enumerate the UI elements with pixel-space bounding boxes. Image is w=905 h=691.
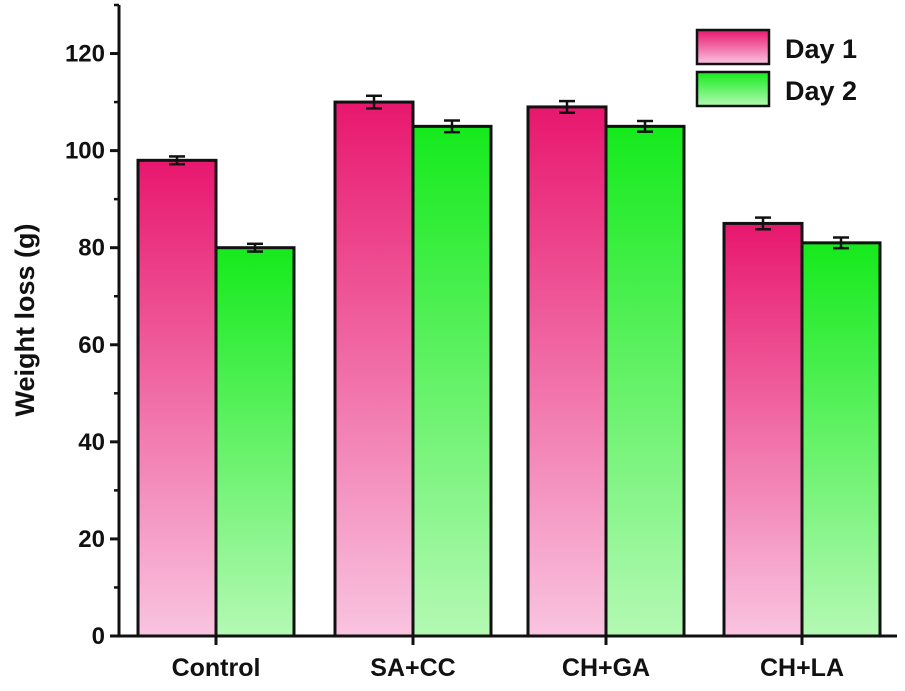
legend-item-day-1: Day 1 bbox=[695, 28, 857, 66]
legend: Day 1 Day 2 bbox=[695, 28, 857, 108]
x-tick-label: SA+CC bbox=[370, 654, 455, 682]
error-bar-day-1-ch-ga bbox=[559, 99, 575, 115]
x-tick-label: CH+GA bbox=[562, 654, 650, 682]
bar-day-1-control bbox=[136, 158, 218, 638]
bar-day-2-ch-la bbox=[800, 241, 882, 638]
bar-day-1-sa-cc bbox=[333, 100, 415, 638]
bar-day-2-ch-ga bbox=[604, 124, 686, 638]
bar-day-1-ch-ga bbox=[526, 105, 608, 638]
x-tick-label: Control bbox=[172, 654, 261, 682]
error-bars-layer bbox=[169, 94, 849, 253]
y-tick-label: 80 bbox=[78, 235, 105, 262]
y-tick-label: 20 bbox=[78, 526, 105, 553]
legend-label: Day 1 bbox=[785, 34, 857, 64]
error-bar-day-2-control bbox=[247, 242, 263, 253]
y-tick-label: 100 bbox=[65, 138, 105, 165]
error-bar-day-1-sa-cc bbox=[366, 94, 382, 110]
y-tick-label: 60 bbox=[78, 332, 105, 359]
y-tick-label: 0 bbox=[92, 623, 105, 650]
error-bar-day-2-sa-cc bbox=[444, 119, 460, 134]
axes-layer: Control SA+CC CH+GA CH+LA 0 20 40 60 80 100 120 bbox=[65, 3, 897, 682]
y-tick-label: 40 bbox=[78, 429, 105, 456]
bars-layer bbox=[136, 100, 882, 638]
x-tick-label: CH+LA bbox=[760, 654, 844, 682]
legend-swatch bbox=[695, 70, 771, 108]
y-tick-label: 120 bbox=[65, 41, 105, 68]
y-axis-title: Weight loss (g) bbox=[10, 224, 40, 417]
bar-day-1-ch-la bbox=[722, 221, 804, 638]
error-bar-day-1-control bbox=[169, 155, 185, 166]
error-bar-day-2-ch-la bbox=[833, 236, 849, 250]
bar-day-2-control bbox=[214, 246, 296, 638]
error-bar-day-1-ch-la bbox=[755, 216, 771, 231]
error-bar-day-2-ch-ga bbox=[637, 119, 653, 133]
legend-item-day-2: Day 2 bbox=[695, 70, 857, 108]
bar-day-2-sa-cc bbox=[411, 124, 493, 638]
legend-swatch bbox=[695, 28, 771, 66]
legend-label: Day 2 bbox=[785, 76, 857, 106]
